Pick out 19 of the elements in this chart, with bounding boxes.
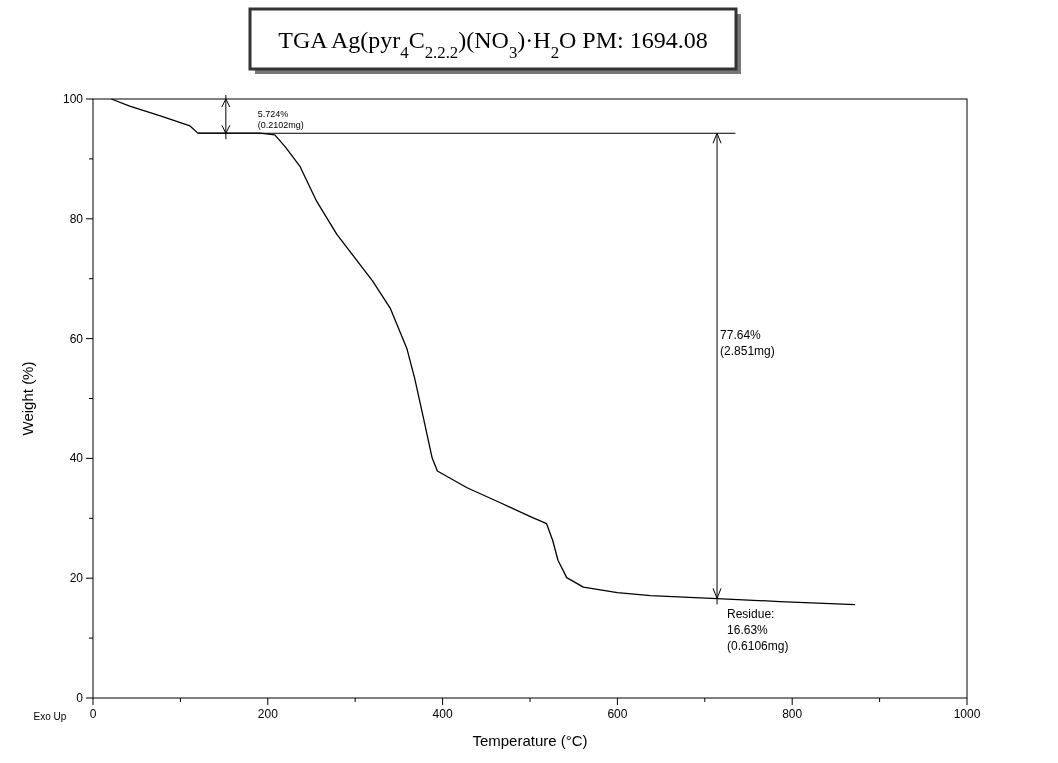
- y-axis-title: Weight (%): [19, 361, 36, 436]
- y-tick-label: 60: [69, 331, 84, 346]
- y-tick-label: 20: [69, 571, 84, 586]
- y-tick-label: 100: [62, 92, 84, 106]
- x-tick-label: 800: [782, 707, 803, 721]
- x-tick-label: 0: [89, 707, 97, 721]
- text: Exo Up: [33, 711, 67, 722]
- x-axis-title: Temperature (°C): [472, 732, 588, 749]
- chart-title: TGA Ag(pyr$_{4}$C$_{2.2.2}$)(NO$_{3}$)·H$_{2}$O PM: 1694.08: [278, 27, 708, 62]
- y-tick-label: 0: [76, 691, 84, 705]
- annotation: 5.724% (0.2102mg): [257, 108, 304, 130]
- x-tick-label: 1000: [953, 707, 981, 721]
- x-tick-label: 600: [607, 707, 628, 721]
- x-tick-label: 400: [432, 707, 453, 721]
- annotation: Residue: 16.63% (0.6106mg): [727, 607, 789, 654]
- x-tick-label: 200: [257, 707, 279, 721]
- y-tick-label: 40: [69, 451, 84, 466]
- annotation: 77.64% (2.851mg): [720, 327, 775, 358]
- y-tick-label: 80: [69, 211, 84, 226]
